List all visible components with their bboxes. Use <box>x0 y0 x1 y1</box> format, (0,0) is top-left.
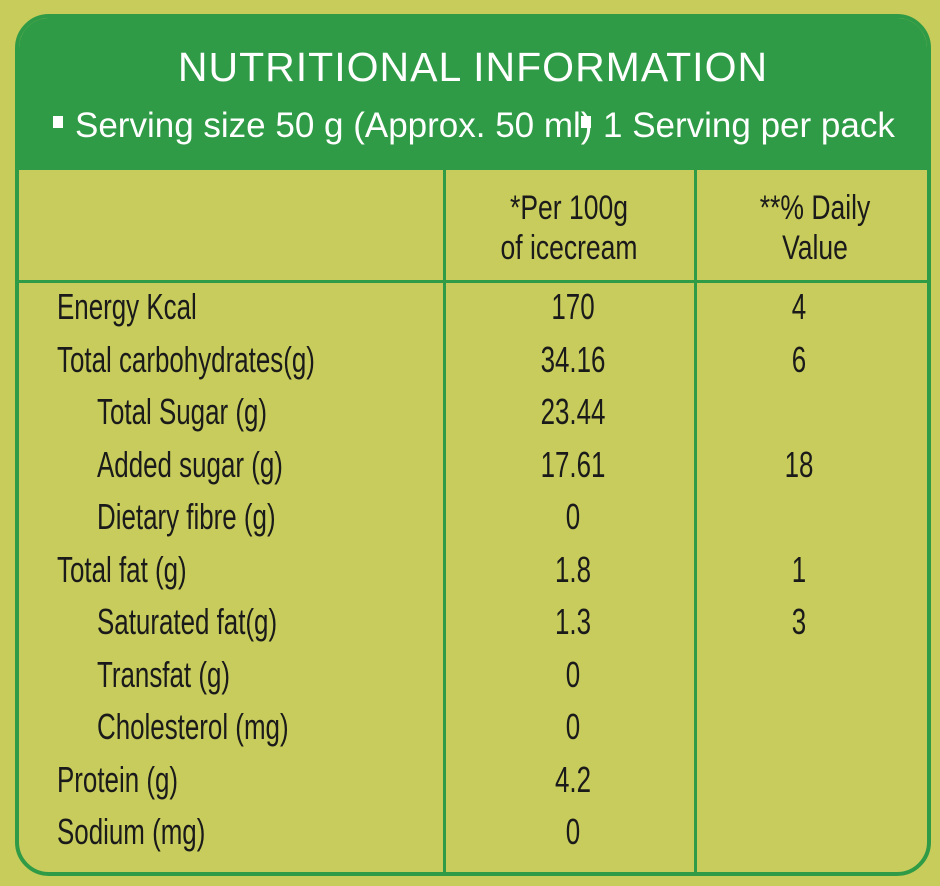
per100-value: 34.16 <box>540 338 606 380</box>
nutrient-label: Energy Kcal <box>57 286 197 327</box>
nutrient-label: Saturated fat(g) <box>97 601 278 642</box>
per100-value: 1.8 <box>554 548 592 590</box>
serving-size-text: Serving size 50 g (Approx. 50 ml) <box>75 106 593 145</box>
per100-value: 17.61 <box>540 443 606 485</box>
per100-value: 1.3 <box>554 601 592 642</box>
daily-value: 1 <box>791 548 807 590</box>
table-row: Cholesterol (mg) 0 <box>19 706 927 758</box>
nutrient-label: Protein (g) <box>57 758 179 800</box>
servings-per-pack: 1 Serving per pack <box>581 106 895 146</box>
bullet-icon <box>53 116 63 128</box>
nutrient-label: Transfat (g) <box>97 653 230 695</box>
table-row: Total Sugar (g) 23.44 <box>19 391 927 443</box>
nutrition-panel: NUTRITIONAL INFORMATION Serving size 50 … <box>15 14 931 876</box>
daily-value: 18 <box>784 443 814 485</box>
nutrient-label: Dietary fibre (g) <box>97 496 276 537</box>
nutrient-label: Total carbohydrates(g) <box>57 338 315 380</box>
nutrient-label: Total fat (g) <box>57 548 187 590</box>
serving-size: Serving size 50 g (Approx. 50 ml) <box>53 106 592 146</box>
column-header-dv-line1: **% Daily <box>759 189 871 227</box>
header-band: NUTRITIONAL INFORMATION Serving size 50 … <box>19 18 927 170</box>
table-row: Transfat (g) 0 <box>19 654 927 706</box>
per100-value: 0 <box>565 653 581 695</box>
bullet-icon <box>581 116 591 128</box>
nutrient-label: Added sugar (g) <box>97 443 283 485</box>
column-divider-2 <box>694 170 697 872</box>
nutrient-label: Total Sugar (g) <box>97 391 267 432</box>
table-row: Total fat (g) 1.8 1 <box>19 549 927 601</box>
table-row: Dietary fibre (g) 0 <box>19 496 927 548</box>
per100-value: 4.2 <box>554 758 592 800</box>
column-header-per100-line2: of icecream <box>500 229 638 267</box>
per100-value: 23.44 <box>540 391 606 432</box>
per100-value: 0 <box>565 706 581 747</box>
nutrient-label: Cholesterol (mg) <box>97 706 289 747</box>
daily-value: 4 <box>791 286 807 327</box>
column-header-dv-line2: Value <box>782 229 848 267</box>
table-row: Energy Kcal 170 4 <box>19 286 927 338</box>
column-header-daily-value: **% Daily Value <box>725 188 906 268</box>
servings-per-pack-text: 1 Serving per pack <box>603 106 895 145</box>
per100-value: 0 <box>565 496 581 537</box>
table-row: Saturated fat(g) 1.3 3 <box>19 601 927 653</box>
table-row: Sodium (mg) 0 <box>19 811 927 863</box>
daily-value: 3 <box>791 601 807 642</box>
column-header-per100: *Per 100g of icecream <box>475 188 662 268</box>
header-row-divider <box>19 280 927 283</box>
panel-title: NUTRITIONAL INFORMATION <box>177 44 769 90</box>
column-divider-1 <box>443 170 446 872</box>
table-row: Protein (g) 4.2 <box>19 759 927 811</box>
table-row: Total carbohydrates(g) 34.16 6 <box>19 339 927 391</box>
per100-value: 170 <box>551 286 595 327</box>
table-row: Added sugar (g) 17.61 18 <box>19 444 927 496</box>
nutrient-label: Sodium (mg) <box>57 811 206 852</box>
per100-value: 0 <box>565 811 581 852</box>
column-header-per100-line1: *Per 100g <box>510 189 628 227</box>
daily-value: 6 <box>791 338 807 380</box>
